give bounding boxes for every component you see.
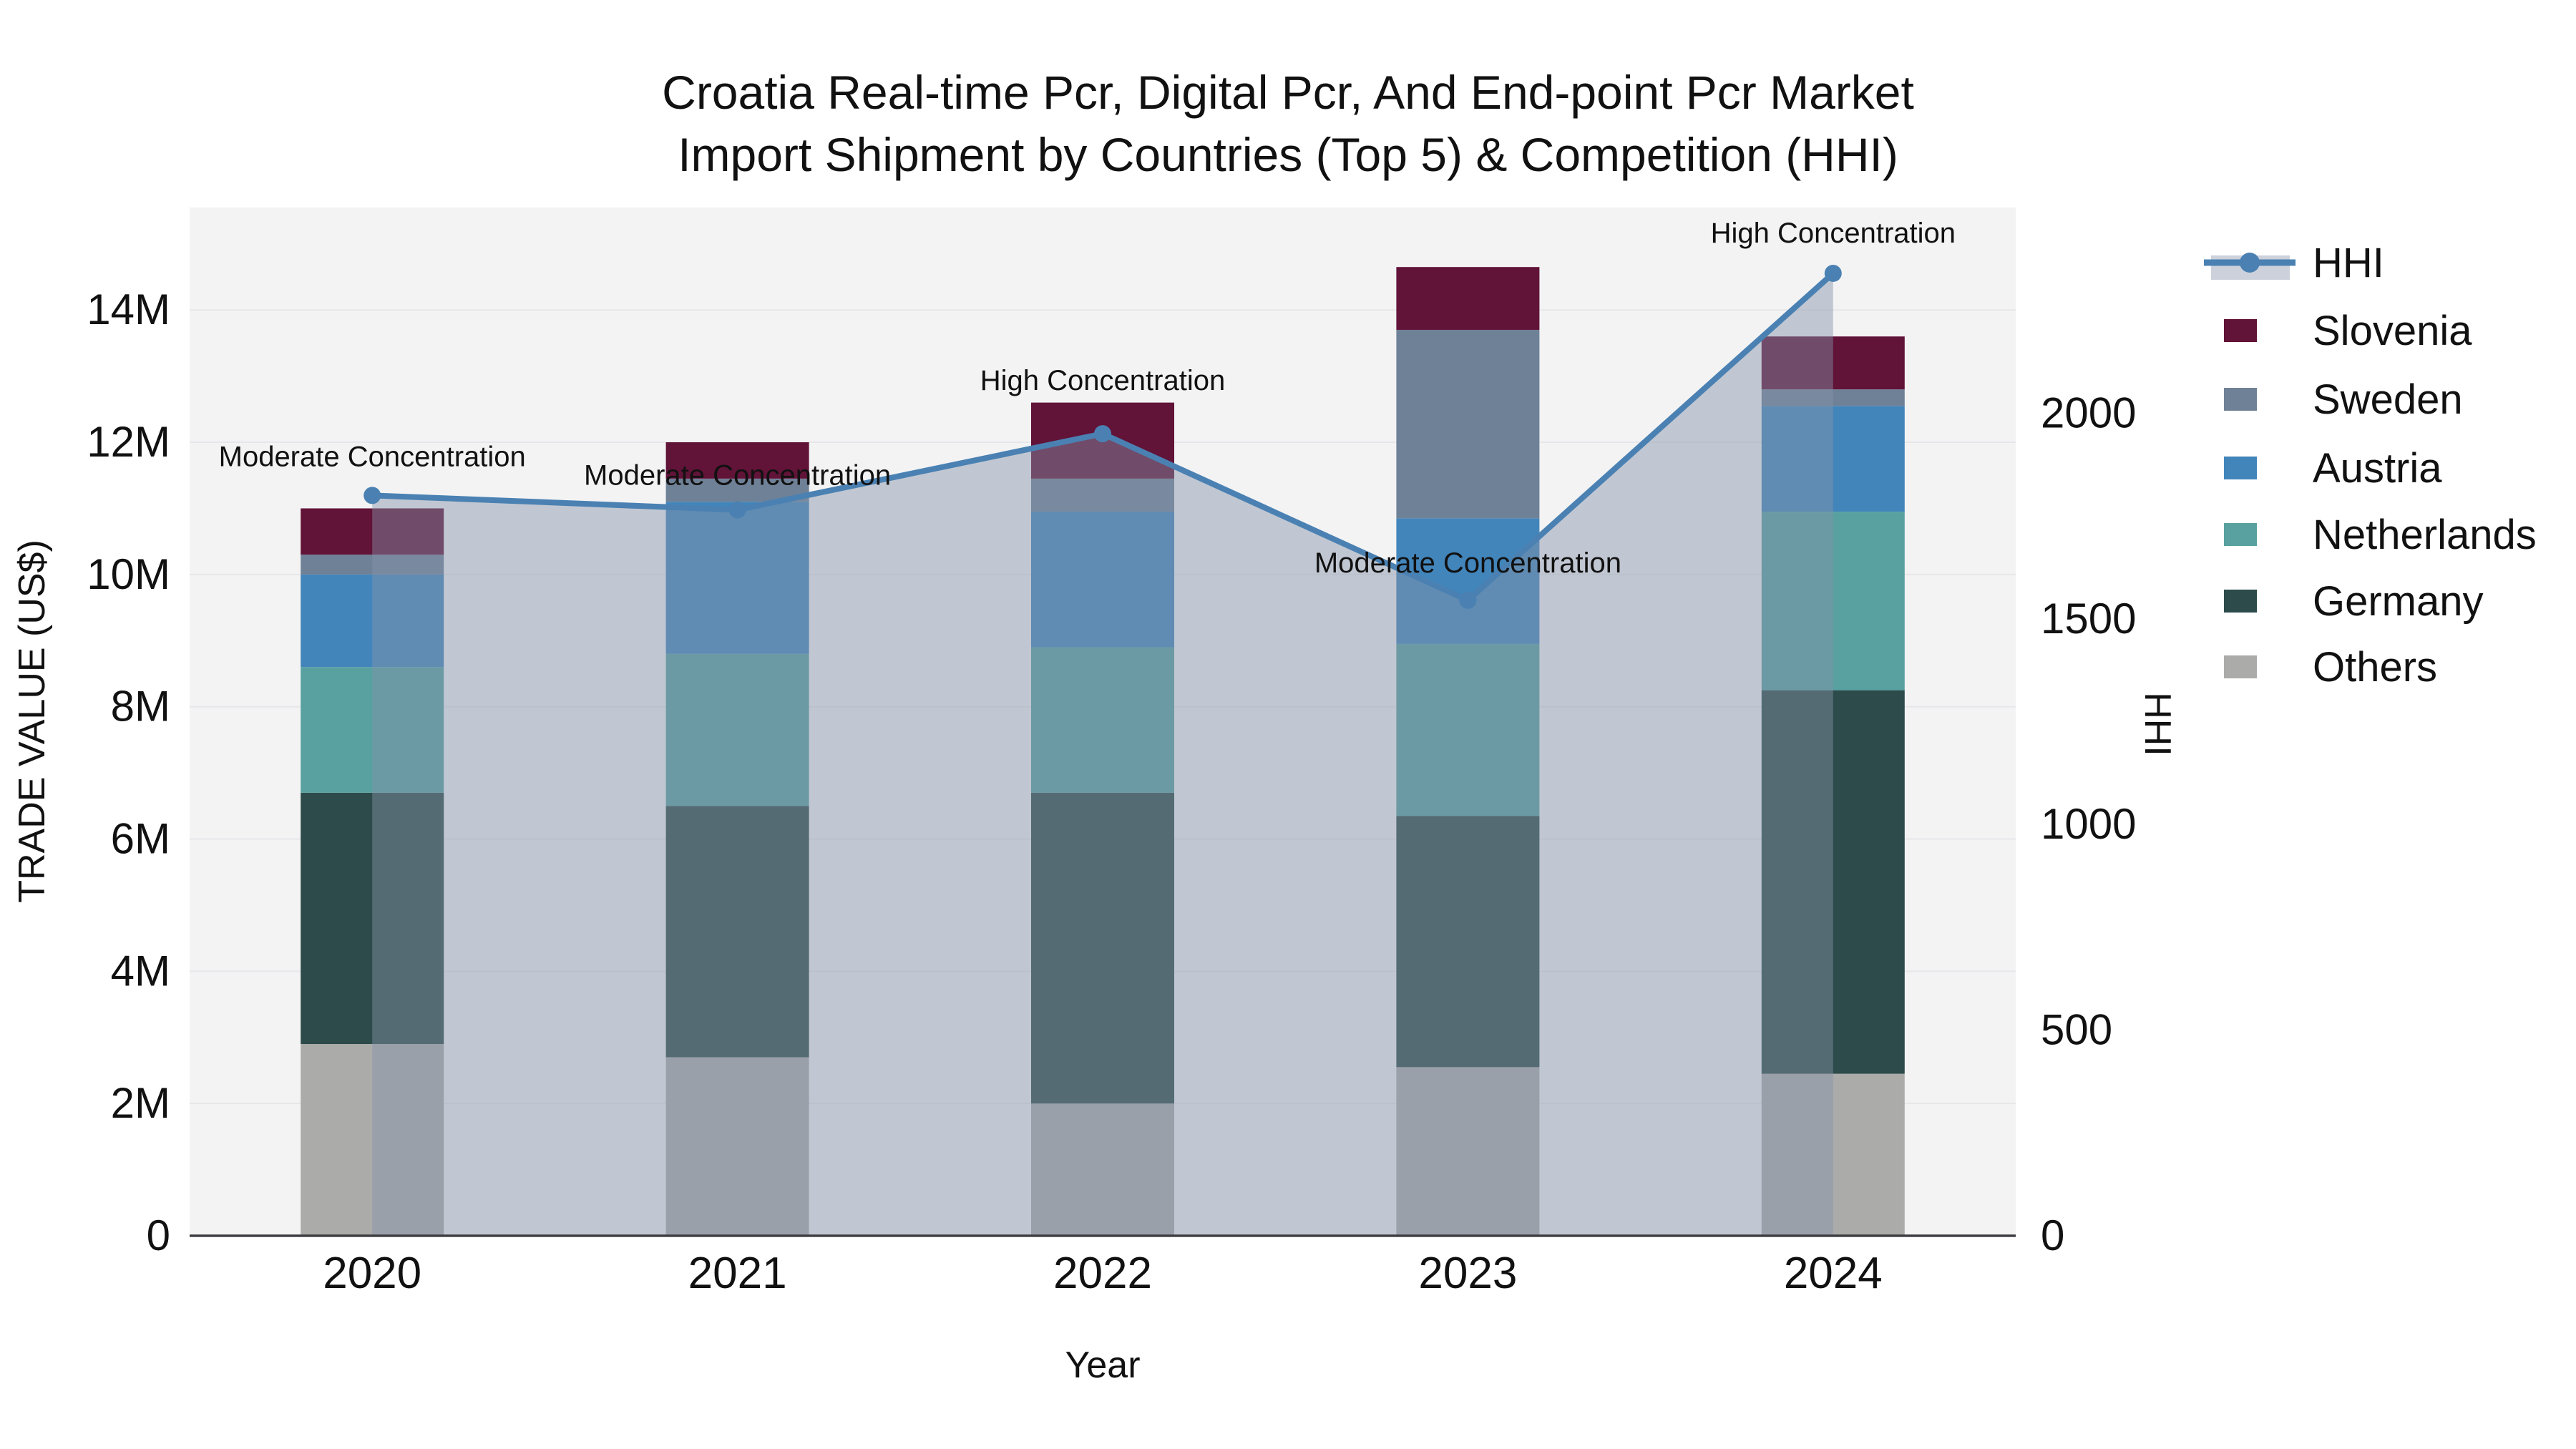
bar-segment-austria-2024 <box>1761 406 1905 512</box>
legend: HHI Slovenia Sweden Austria Netherlands Germa… <box>2204 240 2537 691</box>
y-right-tick-1000: 1000 <box>2041 800 2136 848</box>
legend-label-sweden: Sweden <box>2313 376 2463 423</box>
legend-item-netherlands[interactable]: Netherlands <box>2224 512 2537 558</box>
x-tick-2020: 2020 <box>323 1249 421 1298</box>
hhi-marker-2024 <box>1824 264 1842 282</box>
y-left-tick-14M: 14M <box>87 286 170 333</box>
legend-swatch-others <box>2224 655 2257 678</box>
bar-segment-austria-2020 <box>301 574 444 668</box>
bar-segment-sweden-2023 <box>1396 329 1540 519</box>
bar-segment-others-2024 <box>1761 1073 1905 1236</box>
bar-segment-netherlands-2024 <box>1761 512 1905 691</box>
legend-item-hhi[interactable]: HHI <box>2204 240 2384 286</box>
bar-segment-germany-2021 <box>665 806 809 1058</box>
y-axis-right-ticks: 0 500 1000 1500 2000 <box>2041 389 2136 1259</box>
legend-label-slovenia: Slovenia <box>2313 308 2472 354</box>
bar-segment-others-2020 <box>301 1044 444 1236</box>
legend-swatch-germany <box>2224 590 2257 613</box>
bar-segment-slovenia-2023 <box>1396 267 1540 330</box>
legend-item-others[interactable]: Others <box>2224 644 2437 691</box>
hhi-line <box>364 264 1842 609</box>
y-axis-right-title: HHI <box>2137 692 2178 756</box>
legend-item-germany[interactable]: Germany <box>2224 578 2484 625</box>
legend-label-austria: Austria <box>2313 445 2442 492</box>
legend-label-netherlands: Netherlands <box>2313 512 2537 558</box>
annotation-2022: High Concentration <box>980 365 1225 396</box>
bar-segment-netherlands-2021 <box>665 653 809 806</box>
bar-segment-sweden-2022 <box>1031 478 1174 512</box>
legend-label-hhi: HHI <box>2313 240 2384 286</box>
x-tick-2021: 2021 <box>688 1249 787 1298</box>
bar-segment-sweden-2020 <box>301 555 444 575</box>
y-left-tick-4M: 4M <box>111 947 170 995</box>
bar-segment-sweden-2024 <box>1761 389 1905 406</box>
legend-label-germany: Germany <box>2313 578 2484 625</box>
bar-segment-others-2022 <box>1031 1103 1174 1236</box>
bar-segment-slovenia-2021 <box>665 442 809 479</box>
legend-item-austria[interactable]: Austria <box>2224 445 2442 492</box>
concentration-annotations: Moderate Concentration Moderate Concentra… <box>219 218 1956 579</box>
y-axis-left-title: TRADE VALUE (US$) <box>11 540 53 903</box>
y-right-tick-0: 0 <box>2041 1211 2064 1259</box>
hhi-marker-2022 <box>1094 425 1111 443</box>
legend-item-sweden[interactable]: Sweden <box>2224 376 2463 423</box>
stacked-bars <box>301 267 1905 1236</box>
x-tick-2024: 2024 <box>1784 1249 1883 1298</box>
x-tick-2022: 2022 <box>1053 1249 1152 1298</box>
chart-title-line1: Croatia Real-time Pcr, Digital Pcr, And … <box>662 66 1914 119</box>
x-axis-title: Year <box>1065 1345 1140 1386</box>
annotation-2021: Moderate Concentration <box>584 459 891 491</box>
hhi-marker-2020 <box>364 487 381 504</box>
y-left-tick-10M: 10M <box>87 550 170 598</box>
y-axis-left-ticks: 0 2M 4M 6M 8M 10M 12M 14M <box>87 286 170 1259</box>
bar-segment-germany-2024 <box>1761 690 1905 1074</box>
y-right-tick-1500: 1500 <box>2041 595 2136 643</box>
legend-swatch-sweden <box>2224 388 2257 411</box>
legend-item-slovenia[interactable]: Slovenia <box>2224 308 2472 354</box>
bar-segment-slovenia-2024 <box>1761 336 1905 390</box>
annotation-2023: Moderate Concentration <box>1314 547 1621 579</box>
legend-swatch-austria <box>2224 457 2257 479</box>
y-left-tick-6M: 6M <box>111 815 170 863</box>
bar-segment-austria-2022 <box>1031 512 1174 648</box>
annotation-2020: Moderate Concentration <box>219 441 526 472</box>
annotation-2024: High Concentration <box>1711 218 1956 249</box>
x-tick-2023: 2023 <box>1418 1249 1517 1298</box>
hhi-marker-2021 <box>728 501 746 519</box>
bar-segment-austria-2021 <box>665 502 809 654</box>
bar-segment-netherlands-2022 <box>1031 647 1174 793</box>
chart-title-line2: Import Shipment by Countries (Top 5) & C… <box>678 128 1898 181</box>
bar-segment-netherlands-2023 <box>1396 643 1540 816</box>
y-left-tick-0: 0 <box>147 1211 170 1259</box>
x-axis-ticks: 2020 2021 2022 2023 2024 <box>323 1249 1883 1298</box>
bar-segment-others-2023 <box>1396 1067 1540 1236</box>
bar-segment-germany-2022 <box>1031 792 1174 1104</box>
y-left-tick-8M: 8M <box>111 683 170 731</box>
hhi-marker-2023 <box>1459 591 1477 609</box>
bar-segment-slovenia-2020 <box>301 508 444 555</box>
y-left-tick-2M: 2M <box>111 1079 170 1127</box>
y-right-tick-500: 500 <box>2041 1006 2112 1054</box>
y-right-tick-2000: 2000 <box>2041 389 2136 436</box>
bar-segment-germany-2023 <box>1396 816 1540 1068</box>
bar-segment-netherlands-2020 <box>301 667 444 793</box>
legend-hhi-marker <box>2240 253 2260 273</box>
y-left-tick-12M: 12M <box>87 418 170 466</box>
legend-label-others: Others <box>2313 644 2437 691</box>
legend-swatch-netherlands <box>2224 523 2257 546</box>
legend-swatch-slovenia <box>2224 319 2257 342</box>
bar-segment-germany-2020 <box>301 792 444 1045</box>
bar-segment-others-2021 <box>665 1057 809 1236</box>
